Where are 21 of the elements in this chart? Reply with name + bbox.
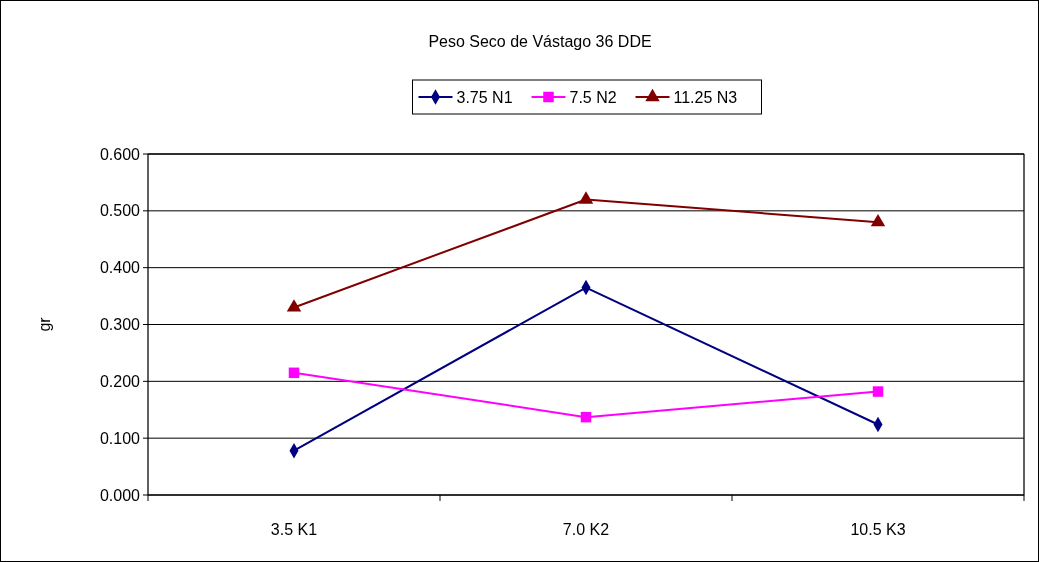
y-tick-label: 0.600 bbox=[99, 145, 141, 163]
point bbox=[286, 299, 302, 312]
x-tick-label: 7.0 K2 bbox=[562, 521, 610, 538]
y-axis-title: gr bbox=[36, 316, 53, 332]
x-tick-label: 10.5 K3 bbox=[850, 521, 906, 538]
y-tick-label: 0.000 bbox=[99, 486, 141, 504]
y-tick-label: 0.500 bbox=[99, 202, 141, 220]
point bbox=[288, 367, 300, 379]
y-tick-label: 0.200 bbox=[99, 372, 141, 390]
y-tick-label: 0.100 bbox=[99, 429, 141, 447]
y-tick-label: 0.400 bbox=[99, 259, 141, 277]
point bbox=[578, 191, 594, 204]
legend-label: 3.75 N1 bbox=[456, 88, 513, 106]
point bbox=[580, 411, 592, 423]
legend-label: 7.5 N2 bbox=[569, 88, 617, 106]
point bbox=[870, 213, 886, 227]
legend-label: 11.25 N3 bbox=[673, 88, 738, 106]
chart-title: Peso Seco de Vástago 36 DDE bbox=[428, 33, 652, 50]
point bbox=[872, 386, 884, 397]
x-tick-label: 3.5 K1 bbox=[270, 521, 318, 538]
y-tick-label: 0.300 bbox=[99, 316, 141, 334]
